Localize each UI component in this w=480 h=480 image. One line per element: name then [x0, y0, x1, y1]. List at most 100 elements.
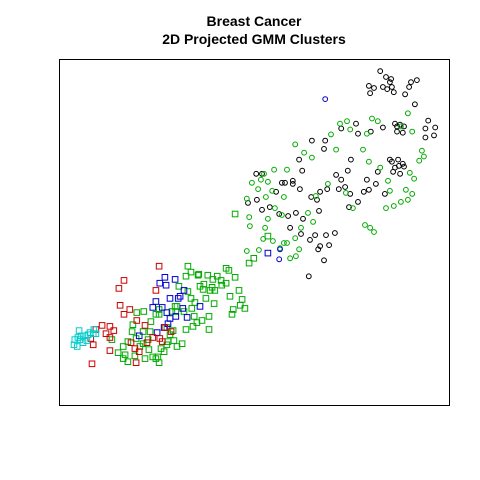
data-point-s0-p33 [309, 137, 315, 144]
data-point-s1-p20 [247, 223, 253, 230]
data-point-s0-p64 [296, 156, 303, 163]
data-point-s1-p13 [269, 187, 276, 194]
data-point-s5-p5 [133, 317, 141, 324]
data-point-s0-p89 [366, 186, 372, 193]
data-point-s3-p78 [204, 271, 212, 279]
data-point-s3-p23 [190, 313, 198, 320]
data-point-s1-p54 [421, 153, 427, 160]
data-point-s1-p41 [343, 190, 349, 196]
data-point-s4-p6 [161, 274, 169, 281]
data-point-s3-p36 [145, 346, 153, 353]
data-point-s3-p53 [114, 349, 122, 356]
data-point-s1-p23 [270, 238, 276, 244]
data-point-s0-p10 [390, 89, 397, 96]
data-point-s0-p39 [374, 168, 381, 175]
data-point-s0-p90 [394, 123, 400, 130]
data-point-s4-p3 [176, 293, 184, 300]
data-point-s4-p5 [171, 276, 179, 283]
data-point-s0-p40 [373, 181, 379, 187]
data-point-s3-p22 [188, 305, 196, 312]
data-point-s4-p21 [264, 249, 272, 257]
data-point-s0-p30 [338, 125, 345, 132]
data-point-s3-p5 [194, 271, 202, 279]
data-point-s1-p21 [262, 224, 269, 231]
data-point-s3-p27 [140, 308, 148, 315]
data-point-s0-p68 [259, 170, 265, 177]
data-point-s0-p9 [380, 84, 386, 90]
data-point-s1-p64 [377, 164, 384, 171]
data-point-s5-p20 [161, 324, 169, 331]
chart-title: Breast Cancer [207, 13, 302, 29]
data-point-s0-p72 [298, 231, 304, 237]
data-point-s5-p23 [149, 334, 157, 341]
data-point-s3-p67 [178, 340, 186, 347]
data-point-s5-p1 [152, 287, 160, 294]
data-point-s1-p53 [419, 147, 425, 154]
data-point-s5-p21 [167, 328, 175, 335]
data-point-s6-p13 [89, 330, 97, 337]
data-point-s5-p25 [132, 359, 140, 366]
data-point-s0-p17 [422, 125, 429, 132]
data-point-s1-p10 [261, 170, 267, 177]
data-point-s0-p79 [254, 196, 260, 203]
data-point-s1-p56 [409, 128, 416, 135]
data-point-s5-p7 [120, 311, 128, 318]
data-point-s0-p29 [355, 130, 361, 137]
data-point-s3-p79 [195, 270, 203, 278]
data-point-s1-p19 [246, 214, 253, 221]
data-point-s0-p83 [332, 230, 338, 236]
data-point-s3-p2 [231, 274, 239, 281]
data-point-s1-p43 [362, 222, 368, 228]
data-point-s0-p18 [432, 124, 439, 131]
data-point-s5-p6 [126, 306, 134, 313]
data-point-s0-p25 [399, 129, 406, 136]
data-point-s3-p52 [131, 352, 139, 360]
data-point-s0-p92 [382, 191, 388, 197]
data-point-s0-p70 [285, 213, 292, 219]
data-point-s3-p1 [245, 259, 253, 267]
data-point-s3-p10 [175, 283, 183, 290]
data-point-s5-p15 [143, 339, 151, 346]
data-point-s3-p68 [146, 328, 154, 335]
data-point-s1-p15 [281, 194, 287, 200]
data-point-s1-p24 [256, 247, 262, 253]
data-point-s0-p14 [402, 91, 409, 98]
data-point-s1-p59 [369, 115, 375, 122]
data-point-s0-p88 [326, 242, 333, 249]
data-point-s5-p17 [127, 339, 135, 346]
data-point-s0-p81 [282, 179, 288, 186]
data-point-s4-p1 [162, 281, 170, 289]
data-point-s0-p45 [390, 168, 397, 175]
data-point-s5-p0 [155, 262, 163, 270]
data-point-s0-p36 [344, 167, 351, 174]
data-point-s0-p34 [348, 156, 354, 163]
data-point-s0-p87 [317, 243, 324, 250]
data-point-s3-p30 [129, 321, 137, 328]
data-point-s1-p39 [312, 193, 319, 199]
data-point-s3-p72 [210, 300, 218, 307]
data-point-s3-p41 [170, 337, 178, 344]
data-point-s1-p17 [249, 179, 255, 186]
data-point-s5-p24 [158, 338, 166, 345]
data-point-s4-p15 [172, 313, 180, 320]
data-point-s0-p24 [401, 123, 407, 130]
data-point-s3-p86 [160, 348, 168, 355]
data-point-s3-p87 [169, 327, 177, 334]
data-point-s0-p12 [408, 79, 414, 85]
data-point-s1-p60 [374, 118, 381, 125]
data-point-s3-p75 [217, 277, 225, 284]
data-point-s3-p62 [193, 319, 201, 326]
plot-frame [59, 59, 450, 406]
data-point-s3-p82 [264, 232, 272, 240]
data-point-s0-p63 [299, 167, 306, 174]
data-point-s1-p36 [305, 210, 311, 216]
data-point-s0-p76 [287, 224, 294, 231]
data-point-s5-p8 [106, 323, 114, 330]
data-point-s1-p66 [390, 203, 397, 209]
data-point-s5-p16 [135, 348, 143, 355]
data-point-s0-p13 [406, 84, 413, 90]
data-point-s5-p10 [106, 334, 114, 341]
data-point-s5-p27 [98, 322, 106, 329]
data-point-s2-p0 [322, 96, 329, 102]
